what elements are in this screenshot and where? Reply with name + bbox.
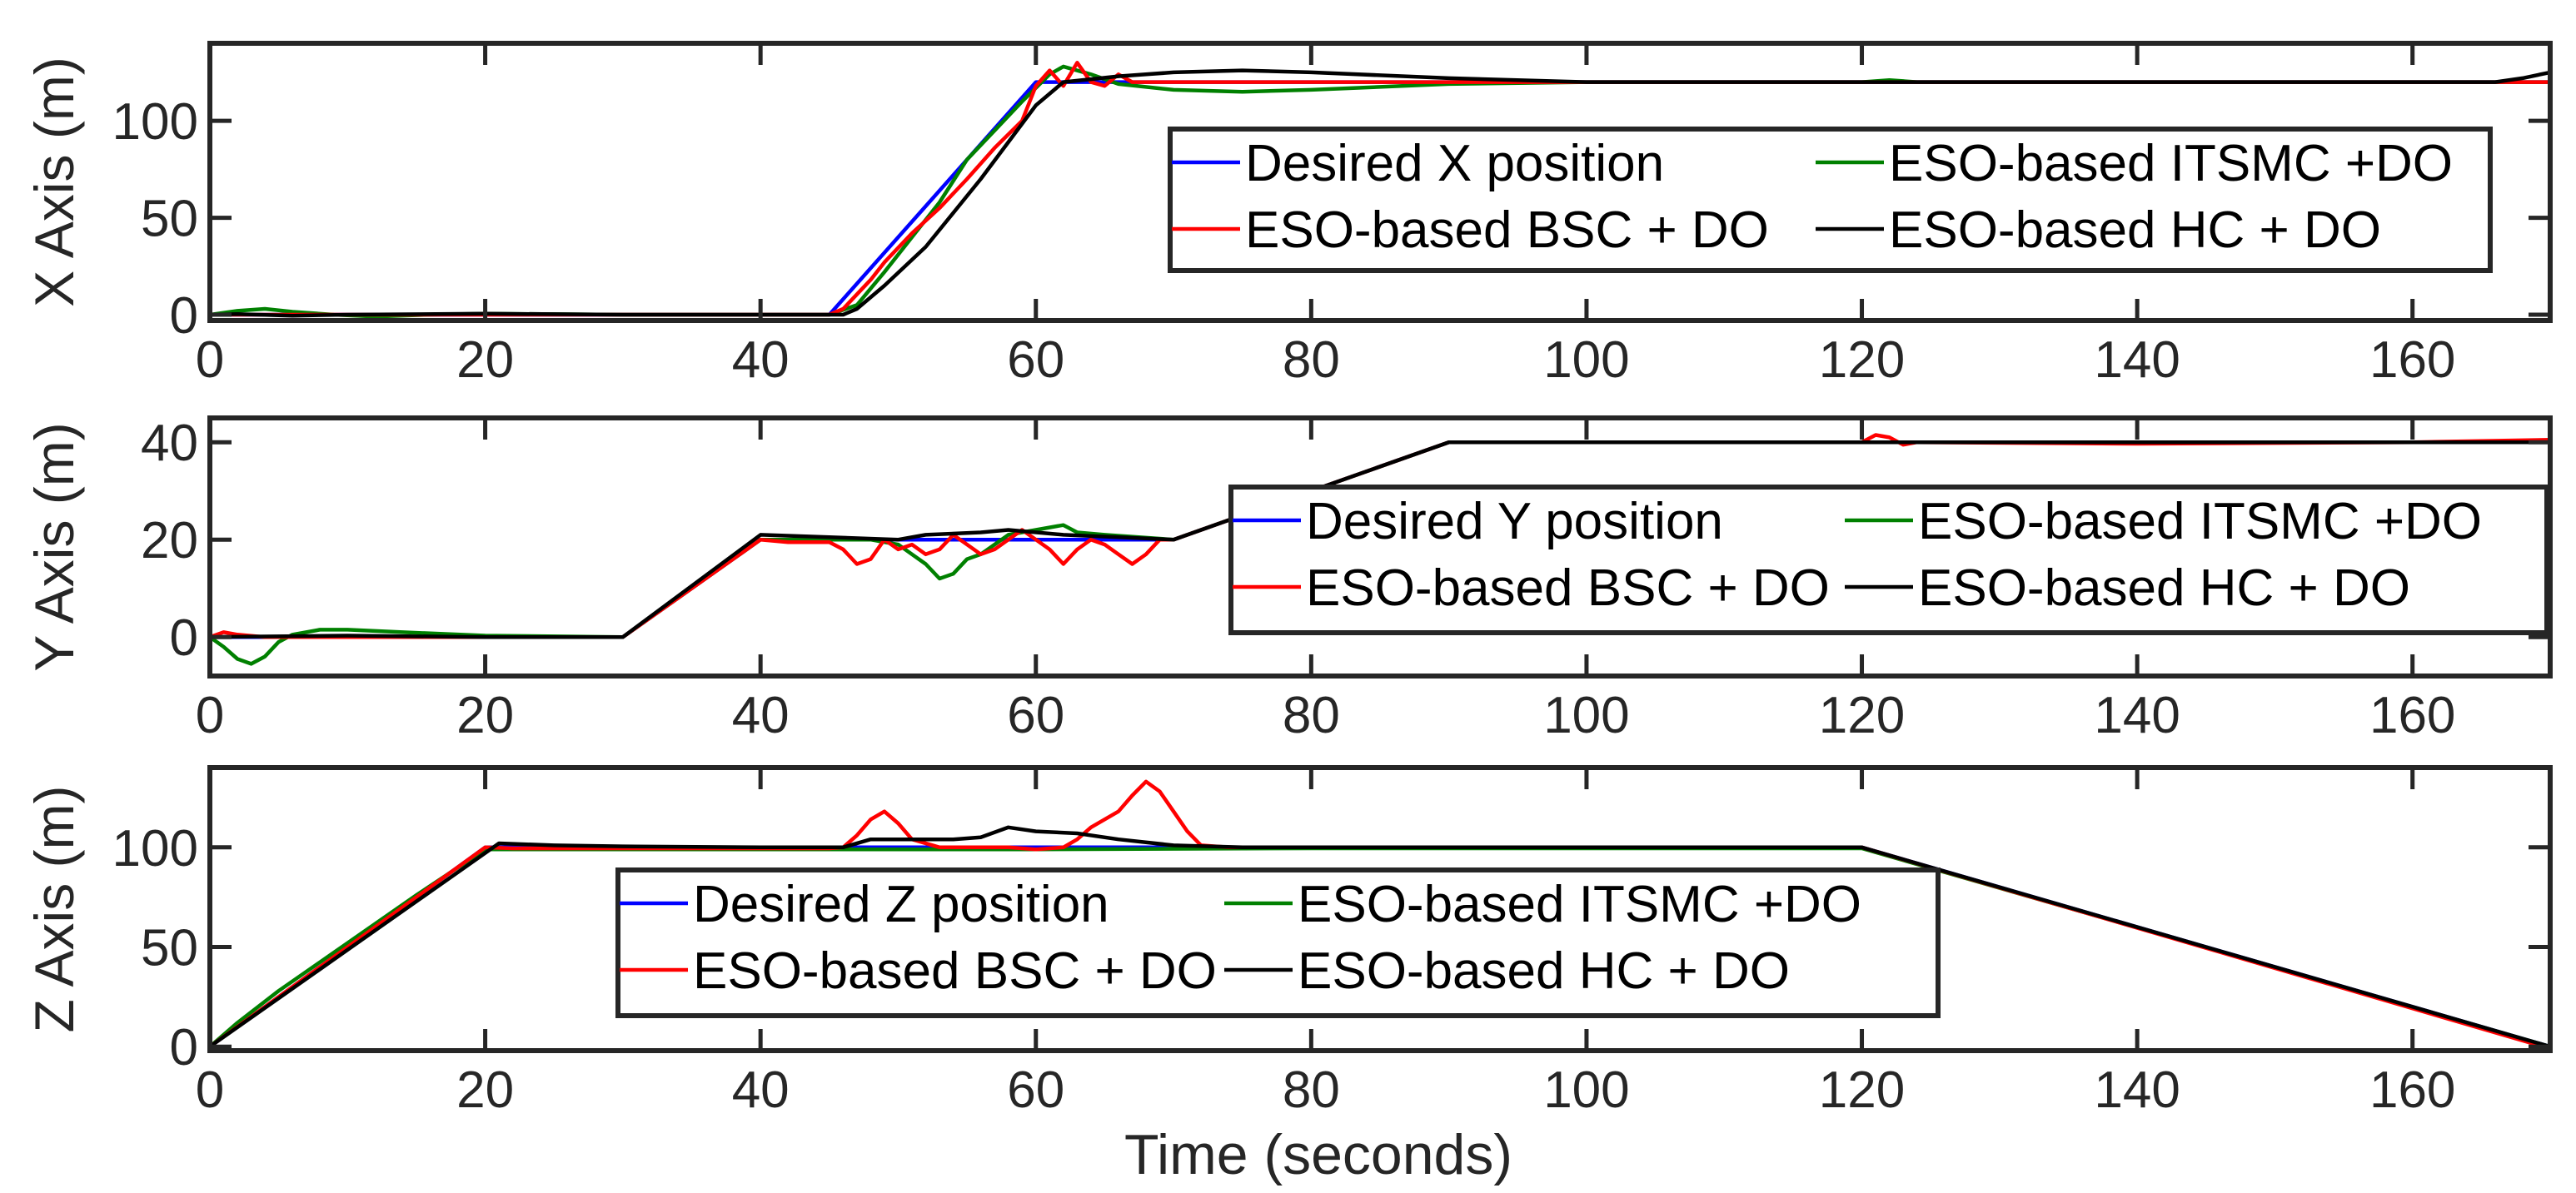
legend-label-eso-based-itsmc-do: ESO-based ITSMC +DO bbox=[1889, 135, 2453, 192]
legend-label-desired-y-position: Desired Y position bbox=[1306, 493, 1723, 550]
legend-label-eso-based-hc-do: ESO-based HC + DO bbox=[1918, 559, 2410, 617]
x-tick-label: 140 bbox=[2094, 1061, 2180, 1119]
x-tick-label: 0 bbox=[196, 1061, 224, 1119]
axes-frame bbox=[207, 415, 2553, 679]
y-tick-label: 100 bbox=[112, 820, 198, 877]
legend-label-eso-based-hc-do: ESO-based HC + DO bbox=[1889, 201, 2381, 259]
y-tick-label: 0 bbox=[170, 287, 198, 345]
x-tick-label: 0 bbox=[196, 331, 224, 389]
x-tick-label: 20 bbox=[456, 331, 514, 389]
y-tick-label: 50 bbox=[141, 919, 198, 977]
legend-label-eso-based-bsc-do: ESO-based BSC + DO bbox=[693, 942, 1217, 1000]
x-tick-label: 60 bbox=[1007, 1061, 1064, 1119]
legend-label-desired-x-position: Desired X position bbox=[1245, 135, 1664, 192]
x-tick-label: 0 bbox=[196, 687, 224, 744]
y-axis-label: Y Axis (m) bbox=[23, 422, 85, 671]
x-tick-label: 20 bbox=[456, 1061, 514, 1119]
x-tick-label: 140 bbox=[2094, 331, 2180, 389]
x-tick-label: 40 bbox=[732, 687, 790, 744]
x-tick-label: 120 bbox=[1819, 331, 1905, 389]
x-tick-label: 160 bbox=[2369, 687, 2455, 744]
y-axis-label: X Axis (m) bbox=[23, 57, 85, 307]
y-tick-label: 100 bbox=[112, 93, 198, 151]
legend-box bbox=[615, 867, 1941, 1018]
series-group bbox=[210, 433, 2550, 666]
series-group bbox=[210, 779, 2550, 1051]
legend: Desired Y position ESO-based ITSMC +DO ESO… bbox=[1228, 485, 2549, 635]
x-tick-label: 100 bbox=[1543, 331, 1629, 389]
x-tick-label: 120 bbox=[1819, 1061, 1905, 1119]
series-line-eso-based-hc-do bbox=[210, 440, 2550, 639]
panel-2: 0 20 40 60 80 100 120 140 160 0 20 40 Y Axis (m) Desi… bbox=[23, 415, 2553, 744]
series-line-eso-based-hc-do bbox=[210, 68, 2550, 318]
x-tick-label: 40 bbox=[732, 331, 790, 389]
y-tick-label: 0 bbox=[170, 609, 198, 667]
x-tick-label: 80 bbox=[1283, 687, 1340, 744]
x-tick-label: 160 bbox=[2369, 1061, 2455, 1119]
x-tick-label: 20 bbox=[456, 687, 514, 744]
x-tick-label: 80 bbox=[1283, 331, 1340, 389]
series-group bbox=[210, 61, 2550, 319]
x-tick-label: 80 bbox=[1283, 1061, 1340, 1119]
y-tick-label: 20 bbox=[141, 512, 198, 569]
x-tick-label: 100 bbox=[1543, 1061, 1629, 1119]
legend: Desired X position ESO-based ITSMC +DO ESO… bbox=[1168, 127, 2493, 273]
x-tick-label: 40 bbox=[732, 1061, 790, 1119]
x-tick-label: 120 bbox=[1819, 687, 1905, 744]
x-tick-label: 100 bbox=[1543, 687, 1629, 744]
axes-frame bbox=[207, 765, 2553, 1053]
series-line-eso-based-hc-do bbox=[210, 825, 2550, 1049]
legend-box bbox=[1168, 127, 2493, 273]
x-tick-label: 60 bbox=[1007, 687, 1064, 744]
x-axis-label: Time (seconds) bbox=[1124, 1123, 1512, 1186]
x-tick-label: 140 bbox=[2094, 687, 2180, 744]
legend-label-eso-based-itsmc-do: ESO-based ITSMC +DO bbox=[1298, 876, 1861, 933]
y-tick-label: 0 bbox=[170, 1019, 198, 1076]
x-tick-label: 60 bbox=[1007, 331, 1064, 389]
legend-label-eso-based-bsc-do: ESO-based BSC + DO bbox=[1245, 201, 1769, 259]
legend-label-eso-based-itsmc-do: ESO-based ITSMC +DO bbox=[1918, 493, 2482, 550]
legend: Desired Z position ESO-based ITSMC +DO ESO… bbox=[615, 867, 1941, 1018]
y-axis-label: Z Axis (m) bbox=[23, 786, 85, 1033]
panel-3: 0 20 40 60 80 100 120 140 160 0 50 100 Z Axis (m) Tim… bbox=[23, 765, 2553, 1186]
x-tick-label: 160 bbox=[2369, 331, 2455, 389]
axes-frame bbox=[207, 41, 2553, 323]
panel-1: 0 20 40 60 80 100 120 140 160 0 50 100 X Axis (m) Des… bbox=[23, 41, 2553, 389]
y-tick-label: 50 bbox=[141, 191, 198, 248]
legend-label-eso-based-hc-do: ESO-based HC + DO bbox=[1298, 942, 1790, 1000]
legend-label-desired-z-position: Desired Z position bbox=[693, 876, 1109, 933]
y-tick-label: 40 bbox=[141, 415, 198, 472]
legend-label-eso-based-bsc-do: ESO-based BSC + DO bbox=[1306, 559, 1830, 617]
legend-box bbox=[1228, 485, 2549, 635]
